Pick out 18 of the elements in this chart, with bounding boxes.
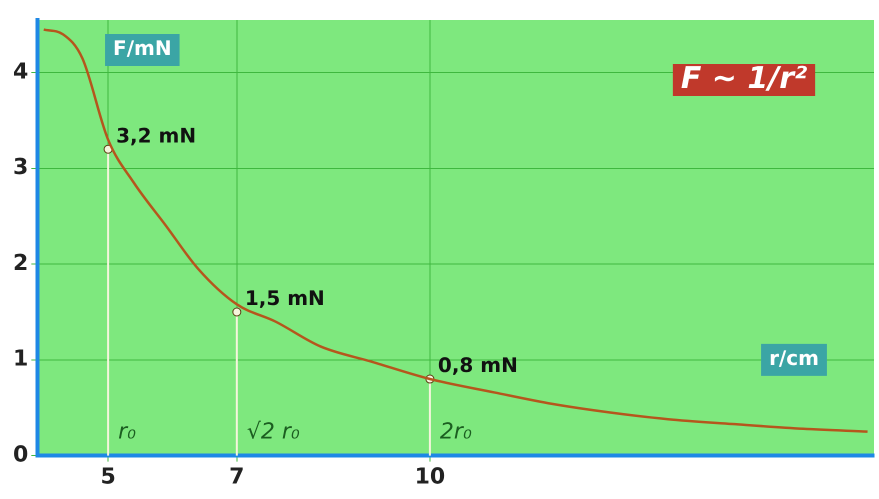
- x-tick-label: 7: [229, 464, 244, 490]
- annotation: 2r₀: [440, 419, 472, 444]
- annotation: F ~ 1/r²: [680, 60, 808, 96]
- data-label: 1,5 mN: [244, 286, 325, 310]
- data-label: 0,8 mN: [438, 353, 518, 378]
- annotation: √2 r₀: [246, 419, 300, 444]
- annotation: r₀: [118, 419, 136, 444]
- y-axis-title: F/mN: [113, 36, 172, 60]
- y-tick-label: 3: [12, 155, 28, 180]
- point: [232, 307, 242, 316]
- x-axis-title: r/cm: [769, 346, 819, 370]
- y-tick-label: 1: [12, 346, 28, 372]
- x-tick-label: 5: [100, 464, 116, 490]
- y-tick-label: 2: [12, 250, 28, 276]
- y-tick-label: 4: [12, 59, 28, 84]
- y-tick-label: 0: [12, 442, 28, 468]
- x-tick-label: 10: [414, 464, 446, 490]
- data-label: 3,2 mN: [116, 123, 196, 148]
